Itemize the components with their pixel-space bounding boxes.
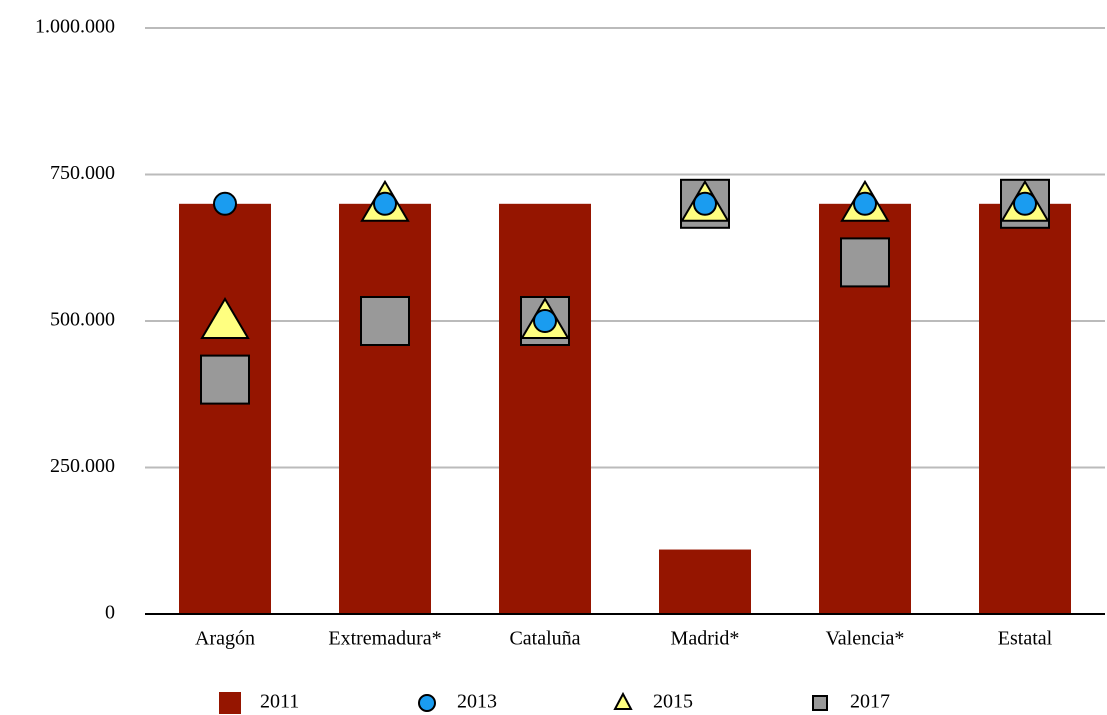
legend-label: 2015: [653, 691, 693, 713]
legend-label: 2017: [850, 691, 890, 713]
bar: [659, 549, 751, 614]
circle-marker: [1013, 191, 1037, 216]
square-marker: [360, 296, 410, 346]
bar: [979, 203, 1071, 615]
legend-swatch: [812, 695, 828, 711]
legend-swatch: [613, 691, 633, 710]
circle-marker: [213, 191, 237, 216]
bar: [339, 203, 431, 615]
circle-marker: [693, 191, 717, 216]
circle-marker: [853, 191, 877, 216]
y-tick-label: 1.000.000: [35, 16, 115, 38]
circle-marker: [373, 191, 397, 216]
legend-label: 2013: [457, 691, 497, 713]
square-marker: [840, 237, 890, 288]
bar: [499, 203, 591, 615]
y-tick-label: 250.000: [50, 455, 115, 477]
x-tick-label: Cataluña: [509, 628, 580, 650]
y-tick-label: 0: [105, 602, 115, 624]
legend-label: 2011: [260, 691, 299, 713]
square-marker: [200, 354, 250, 405]
x-tick-label: Extremadura*: [328, 628, 441, 650]
triangle-marker: [200, 297, 250, 339]
legend-swatch: [418, 694, 436, 712]
x-tick-label: Valencia*: [826, 628, 905, 650]
x-tick-label: Aragón: [195, 628, 255, 650]
circle-marker: [533, 309, 557, 333]
y-tick-label: 500.000: [50, 309, 115, 331]
legend-swatch: [219, 692, 241, 714]
x-tick-label: Madrid*: [671, 628, 740, 650]
y-tick-label: 750.000: [50, 162, 115, 184]
bar: [179, 203, 271, 615]
x-tick-label: Estatal: [998, 628, 1053, 650]
